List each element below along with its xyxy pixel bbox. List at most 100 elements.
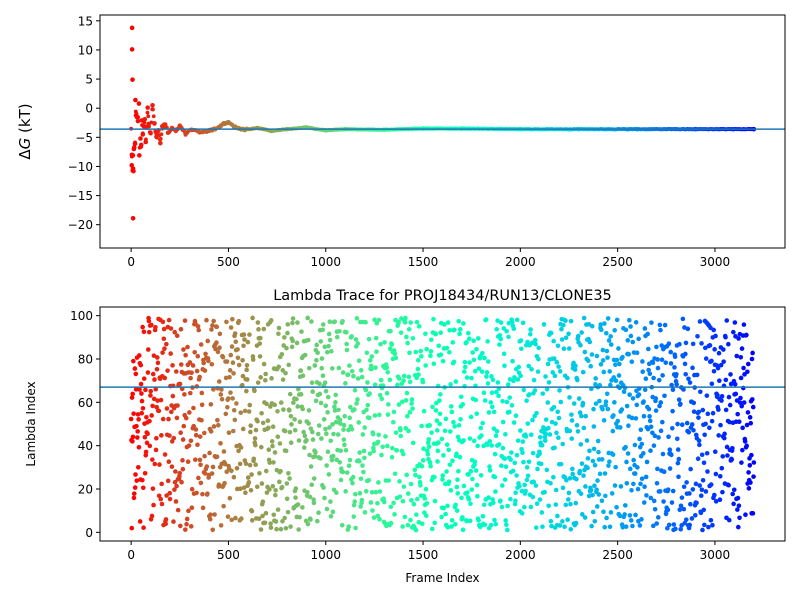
lambda-point <box>634 402 640 408</box>
lambda-point <box>593 401 599 406</box>
lambda-point <box>484 374 489 379</box>
lambda-point <box>296 386 301 392</box>
lambda-point <box>726 517 732 523</box>
lambda-point <box>197 434 203 439</box>
lambda-point <box>440 358 446 364</box>
lambda-point <box>242 408 248 414</box>
lambda-point <box>657 489 663 494</box>
lambda-point <box>557 388 562 393</box>
lambda-point <box>691 409 697 414</box>
lambda-point <box>429 430 434 435</box>
lambda-point <box>202 430 207 436</box>
lambda-point <box>485 359 491 364</box>
lambda-point <box>744 443 750 449</box>
lambda-point <box>233 339 239 345</box>
delta-g-panel: 0 500 1000 1500 2000 2500 3000 −20−15−10−50510… <box>16 14 786 269</box>
lambda-point <box>708 517 714 523</box>
lambda-point <box>527 392 532 397</box>
lambda-point <box>428 337 434 343</box>
lambda-point <box>401 373 407 379</box>
lambda-point <box>229 517 235 523</box>
lambda-point <box>594 353 600 359</box>
lambda-point <box>305 521 311 527</box>
lambda-point <box>746 486 752 491</box>
lambda-point <box>287 391 293 397</box>
lambda-point <box>498 336 504 342</box>
lambda-point <box>396 402 402 407</box>
lambda-point <box>699 487 705 493</box>
lambda-point <box>586 321 592 327</box>
lambda-point <box>150 457 155 462</box>
lambda-point <box>654 521 660 526</box>
delta-g-point <box>130 153 136 158</box>
lambda-point <box>439 514 444 520</box>
lambda-point <box>723 377 729 383</box>
lambda-point <box>613 378 619 384</box>
lambda-point <box>282 428 288 434</box>
lambda-point <box>448 404 454 409</box>
lambda-point <box>473 397 479 403</box>
lambda-point <box>274 526 279 532</box>
lambda-point <box>152 377 157 382</box>
lambda-point <box>140 324 145 330</box>
lambda-point <box>328 499 333 504</box>
lambda-point <box>319 356 325 361</box>
lambda-point <box>637 436 642 442</box>
delta-g-point <box>130 215 136 221</box>
lambda-point <box>408 320 414 325</box>
lambda-point <box>150 403 155 409</box>
lambda-point <box>507 409 512 415</box>
delta-g-point <box>145 110 150 115</box>
lambda-point <box>709 418 715 424</box>
lambda-point <box>145 347 151 352</box>
lambda-point <box>410 406 415 411</box>
lambda-point <box>597 382 603 388</box>
lambda-point <box>270 483 276 489</box>
lambda-point <box>407 410 413 415</box>
lambda-point <box>210 323 215 328</box>
lambda-point <box>184 521 189 527</box>
lambda-point <box>616 373 622 378</box>
lambda-point <box>545 400 551 405</box>
lambda-trace-x-axis-label: Frame Index <box>405 571 479 585</box>
lambda-point <box>725 453 730 458</box>
lambda-point <box>168 351 173 356</box>
lambda-point <box>633 416 639 421</box>
lambda-point <box>585 456 591 461</box>
lambda-point <box>479 433 484 438</box>
lambda-point <box>260 513 265 519</box>
lambda-point <box>702 522 707 528</box>
lambda-point <box>667 466 673 471</box>
lambda-point <box>468 501 473 507</box>
lambda-point <box>683 340 689 346</box>
lambda-point <box>589 523 594 529</box>
lambda-point <box>231 407 237 413</box>
lambda-point <box>287 476 292 481</box>
lambda-point <box>191 405 196 411</box>
lambda-point <box>476 366 482 371</box>
lambda-point <box>695 333 700 339</box>
lambda-point <box>389 342 395 347</box>
lambda-point <box>131 495 137 501</box>
lambda-point <box>533 525 539 530</box>
lambda-point <box>505 382 511 387</box>
lambda-point <box>235 347 240 352</box>
lambda-point <box>681 506 687 512</box>
lambda-point <box>585 465 590 471</box>
lambda-point <box>216 422 221 428</box>
lambda-point <box>135 435 140 440</box>
lambda-point <box>174 415 180 421</box>
delta-g-point <box>136 101 142 106</box>
lambda-point <box>602 524 608 530</box>
lambda-point <box>523 488 528 494</box>
lambda-point <box>354 401 359 406</box>
lambda-point <box>689 422 695 427</box>
lambda-point <box>344 341 349 347</box>
lambda-point <box>494 326 499 332</box>
lambda-point <box>284 496 290 502</box>
lambda-point <box>376 317 382 323</box>
lambda-point <box>146 318 152 324</box>
lambda-point <box>627 513 633 518</box>
lambda-point <box>533 483 539 488</box>
lambda-point <box>651 498 657 504</box>
